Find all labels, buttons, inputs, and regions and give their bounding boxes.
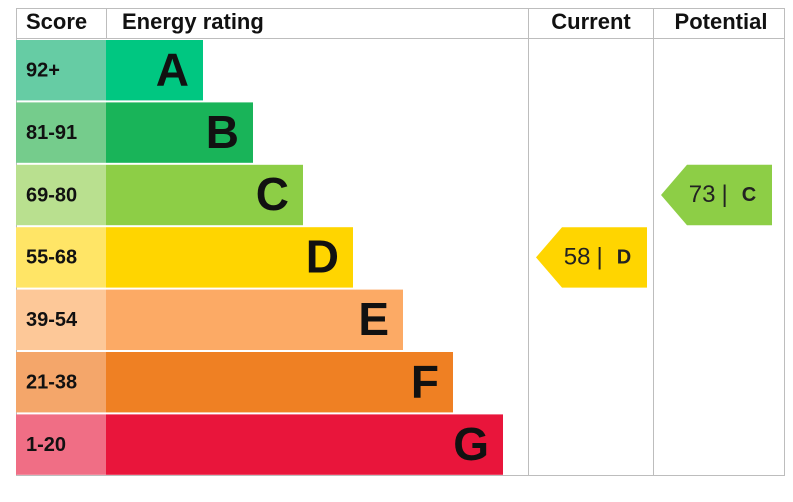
score-label: 92+	[26, 59, 60, 81]
rating-letter: A	[156, 43, 189, 95]
score-cell	[16, 352, 106, 413]
potential-value: 73	[689, 181, 716, 208]
header-current: Current	[551, 9, 631, 34]
header-potential: Potential	[675, 9, 768, 34]
header-rating: Energy rating	[122, 9, 264, 34]
current-separator: |	[597, 244, 603, 271]
score-cell	[16, 289, 106, 350]
score-cell	[16, 102, 106, 163]
rating-letter: G	[453, 418, 489, 470]
score-label: 1-20	[26, 434, 66, 456]
score-cell	[16, 227, 106, 288]
header-score: Score	[26, 9, 87, 34]
current-value: 58	[564, 244, 591, 271]
current-label: 58 | D	[564, 244, 631, 271]
potential-separator: |	[722, 181, 728, 208]
rating-letter: E	[358, 293, 389, 345]
score-label: 55-68	[26, 247, 77, 269]
potential-arrow	[661, 164, 772, 226]
score-label: 21-38	[26, 371, 77, 393]
potential-letter: C	[742, 184, 756, 206]
score-cell	[16, 414, 106, 475]
rating-bar	[106, 352, 453, 413]
potential-label: 73 | C	[689, 181, 756, 208]
rating-letter: B	[206, 106, 239, 158]
rating-letter: C	[256, 168, 289, 220]
rating-letter: F	[411, 355, 439, 407]
current-letter: D	[617, 247, 631, 269]
rating-bar	[106, 40, 203, 101]
score-cell	[16, 164, 106, 226]
rating-bar	[106, 289, 403, 350]
rating-letter: D	[306, 231, 339, 283]
current-arrow	[536, 227, 647, 288]
score-cell	[16, 40, 106, 101]
score-label: 39-54	[26, 309, 78, 331]
rating-bar	[106, 227, 353, 288]
rating-bar	[106, 414, 503, 475]
rating-bar	[106, 102, 253, 163]
score-label: 81-91	[26, 122, 77, 144]
rating-bar	[106, 164, 303, 226]
score-label: 69-80	[26, 184, 77, 206]
